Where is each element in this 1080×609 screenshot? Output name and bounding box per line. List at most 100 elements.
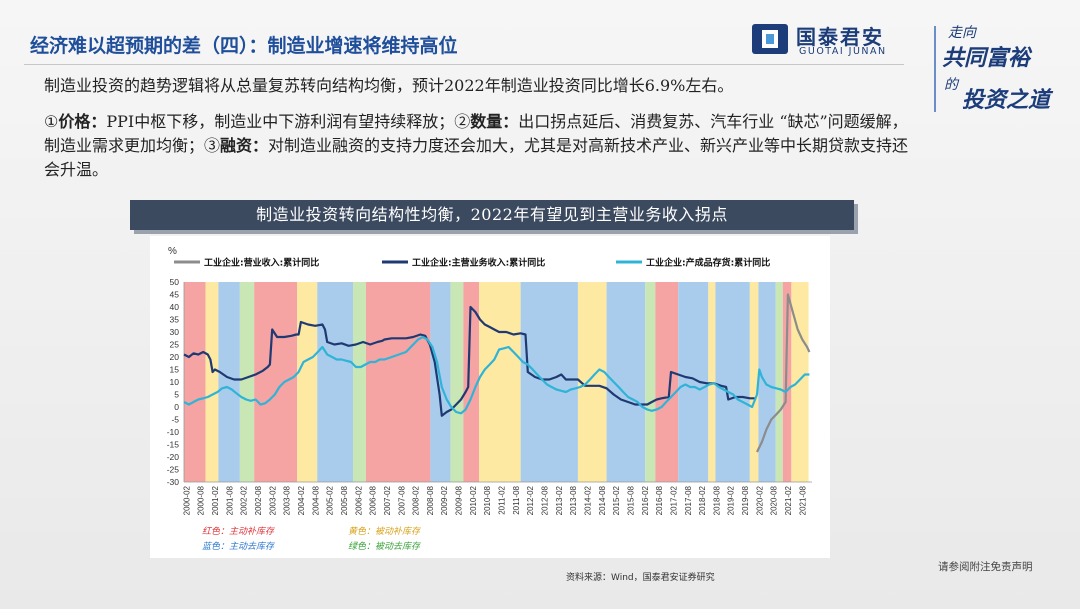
x-tick-label: 2008-08 <box>426 485 435 515</box>
cycle-band-yellow <box>205 282 219 482</box>
band-legend-label: 黄色：被动补库存 <box>348 526 422 537</box>
x-tick-label: 2001-02 <box>211 485 220 515</box>
x-tick-label: 2001-08 <box>225 485 234 515</box>
legend-label-1: 工业企业:主营业务收入:累计同比 <box>412 257 545 269</box>
y-tick-label: -5 <box>171 415 179 425</box>
cycle-band-blue <box>758 282 776 482</box>
cycle-band-blue <box>317 282 354 482</box>
chart-banner-title: 制造业投资转向结构性均衡，2022年有望见到主营业务收入拐点 <box>130 200 854 230</box>
detail-paragraph: ①价格：PPI中枢下移，制造业中下游利润有望持续释放；②数量：出口拐点延后、消费… <box>44 110 914 182</box>
series-line-0 <box>756 293 811 453</box>
legend-label-2: 工业企业:产成品存货:累计同比 <box>646 257 770 269</box>
slogan-line-4: 投资之道 <box>962 87 1051 113</box>
band-legend-label: 绿色：被动去库存 <box>348 541 422 552</box>
x-tick-label: 2006-08 <box>369 485 378 515</box>
x-tick-label: 2009-08 <box>455 485 464 515</box>
x-tick-label: 2021-08 <box>798 485 807 515</box>
y-tick-label: 15 <box>170 365 180 375</box>
page-title: 经济难以超预期的差（四）：制造业增速将维持高位 <box>30 35 458 57</box>
x-tick-label: 2012-08 <box>541 485 550 515</box>
x-tick-label: 2002-08 <box>254 485 263 515</box>
cycle-band-green <box>775 282 783 482</box>
paragraph-segment: ① <box>44 112 59 131</box>
slogan-calligraphy: 走向 共同富裕 的 投资之道 <box>928 20 1068 120</box>
cycle-band-red <box>184 282 206 482</box>
x-tick-label: 2013-08 <box>569 485 578 515</box>
x-tick-label: 2021-02 <box>784 485 793 515</box>
x-tick-label: 2020-08 <box>770 485 779 515</box>
summary-paragraph: 制造业投资的趋势逻辑将从总量复苏转向结构均衡，预计2022年制造业投资同比增长6… <box>44 76 734 95</box>
x-tick-label: 2007-02 <box>383 485 392 515</box>
cycle-band-yellow <box>479 282 521 482</box>
x-tick-label: 2017-02 <box>669 485 678 515</box>
source-note: 资料来源：Wind，国泰君安证券研究 <box>566 573 715 583</box>
company-logo: 国泰君安 GUOTAI JUNAN <box>752 22 912 62</box>
x-tick-label: 2000-02 <box>182 485 191 515</box>
header-divider <box>24 64 904 65</box>
x-tick-label: 2003-02 <box>268 485 277 515</box>
y-tick-label: -30 <box>167 477 180 487</box>
x-tick-label: 2016-02 <box>641 485 650 515</box>
x-tick-label: 2020-02 <box>755 485 764 515</box>
cycle-band-yellow <box>708 282 716 482</box>
inventory-cycle-chart: -30 -25 -20 -15 -10 -5 0 5 10 15 20 25 30 35 40 45 50% 20… <box>167 246 812 552</box>
y-axis-label: % <box>168 246 177 257</box>
slogan-line-1: 走向 <box>948 25 976 41</box>
y-tick-label: 35 <box>170 315 180 325</box>
x-tick-label: 2000-08 <box>197 485 206 515</box>
x-tick-label: 2014-02 <box>583 485 592 515</box>
y-tick-label: 40 <box>170 302 180 312</box>
x-tick-label: 2013-02 <box>555 485 564 515</box>
cycle-band-yellow <box>749 282 759 482</box>
x-tick-label: 2016-08 <box>655 485 664 515</box>
cycle-band-blue <box>520 282 578 482</box>
paragraph-keyword: 融资： <box>220 136 269 155</box>
cycle-band-blue <box>218 282 240 482</box>
x-tick-label: 2004-08 <box>311 485 320 515</box>
x-tick-label: 2018-02 <box>698 485 707 515</box>
legend-label-0: 工业企业:营业收入:累计同比 <box>204 257 319 269</box>
x-tick-label: 2010-02 <box>469 485 478 515</box>
y-tick-label: -20 <box>167 452 180 462</box>
paragraph-segment: PPI中枢下移，制造业中下游利润有望持续释放；② <box>106 112 471 131</box>
cycle-band-yellow <box>791 282 809 482</box>
x-tick-label: 2004-02 <box>297 485 306 515</box>
y-tick-label: 10 <box>170 377 180 387</box>
x-tick-label: 2015-02 <box>612 485 621 515</box>
x-tick-label: 2003-08 <box>283 485 292 515</box>
cycle-band-green <box>239 282 255 482</box>
cycle-band-yellow <box>297 282 318 482</box>
x-tick-label: 2005-02 <box>326 485 335 515</box>
cycle-band-red <box>463 282 480 482</box>
slogan-line-2: 共同富裕 <box>942 45 1031 71</box>
x-tick-label: 2010-08 <box>483 485 492 515</box>
cycle-band-red <box>365 282 431 482</box>
paragraph-segment: 出口拐点延后、消费复苏、汽车行业 “缺芯”问题缓解，制造业需求更加均衡；③ <box>44 112 908 155</box>
x-tick-label: 2015-08 <box>626 485 635 515</box>
x-tick-label: 2007-08 <box>397 485 406 515</box>
band-legend-label: 红色：主动补库存 <box>202 526 276 537</box>
y-tick-label: -25 <box>167 465 180 475</box>
x-tick-label: 2019-02 <box>727 485 736 515</box>
cycle-band-red <box>254 282 298 482</box>
cycle-band-green <box>645 282 656 482</box>
x-tick-label: 2012-02 <box>526 485 535 515</box>
cycle-band-red <box>655 282 679 482</box>
disclaimer-link[interactable]: 请参阅附注免责声明 <box>938 561 1033 573</box>
cycle-band-blue <box>715 282 750 482</box>
y-tick-label: 30 <box>170 327 180 337</box>
x-tick-label: 2008-02 <box>412 485 421 515</box>
x-tick-label: 2009-02 <box>440 485 449 515</box>
cycle-band-green <box>450 282 464 482</box>
x-tick-label: 2011-02 <box>498 485 507 514</box>
slogan-line-3: 的 <box>944 77 958 93</box>
slogan-divider <box>934 26 936 112</box>
paragraph-keyword: 价格： <box>58 112 107 131</box>
y-tick-label: -15 <box>167 440 180 450</box>
cycle-band-yellow <box>577 282 607 482</box>
series-line-1 <box>183 305 755 417</box>
y-tick-label: 5 <box>174 390 179 400</box>
y-tick-label: 0 <box>174 402 179 412</box>
paragraph-segment: 对制造业融资的支持力度还会加大，尤其是对高新技术产业、新兴产业等中长期贷款支持还… <box>44 136 909 179</box>
x-tick-label: 2006-02 <box>354 485 363 515</box>
